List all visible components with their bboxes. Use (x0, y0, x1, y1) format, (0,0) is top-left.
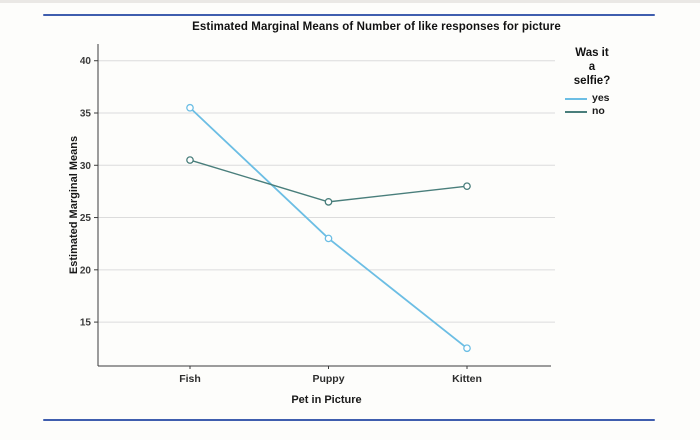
data-point-marker-yes (186, 103, 194, 112)
data-point-marker-yes (324, 234, 333, 243)
legend-entry-label: yes (592, 92, 610, 104)
y-tick-label: 40 (80, 56, 92, 67)
data-point-marker-yes (463, 344, 471, 353)
series-line-yes (189, 106, 468, 350)
legend-title-line: a (588, 61, 596, 73)
legend-entry-label: no (592, 105, 605, 117)
top-divider (43, 14, 655, 16)
series-line-no (189, 159, 468, 203)
bottom-divider (43, 419, 655, 421)
y-tick-label: 35 (80, 109, 92, 120)
y-tick-label: 20 (80, 265, 92, 276)
legend-swatch-line (565, 110, 587, 113)
x-tick-label: Puppy (312, 373, 344, 385)
window-edge (0, 0, 700, 3)
legend-swatch-line (565, 97, 587, 100)
legend-title-line: Was it (575, 47, 609, 59)
data-point-marker-no (324, 198, 333, 206)
legend-entry-no: no (565, 105, 660, 118)
legend-title: Was it a selfie? (560, 46, 624, 88)
legend-entries: yes no (560, 92, 660, 118)
legend-title-line: selfie? (573, 75, 611, 87)
x-tick-label: Kitten (452, 373, 482, 385)
y-tick-label: 25 (80, 213, 92, 224)
data-point-marker-no (186, 156, 194, 164)
y-tick-label: 30 (80, 161, 92, 172)
data-point-marker-no (463, 182, 471, 191)
x-axis-title: Pet in Picture (291, 394, 362, 406)
chart-title: Estimated Marginal Means of Number of li… (192, 21, 561, 33)
legend-entry-yes: yes (565, 92, 660, 105)
y-tick-label: 15 (80, 318, 92, 329)
x-tick-label: Fish (179, 373, 201, 385)
legend: Was it a selfie? yes no (560, 46, 660, 118)
